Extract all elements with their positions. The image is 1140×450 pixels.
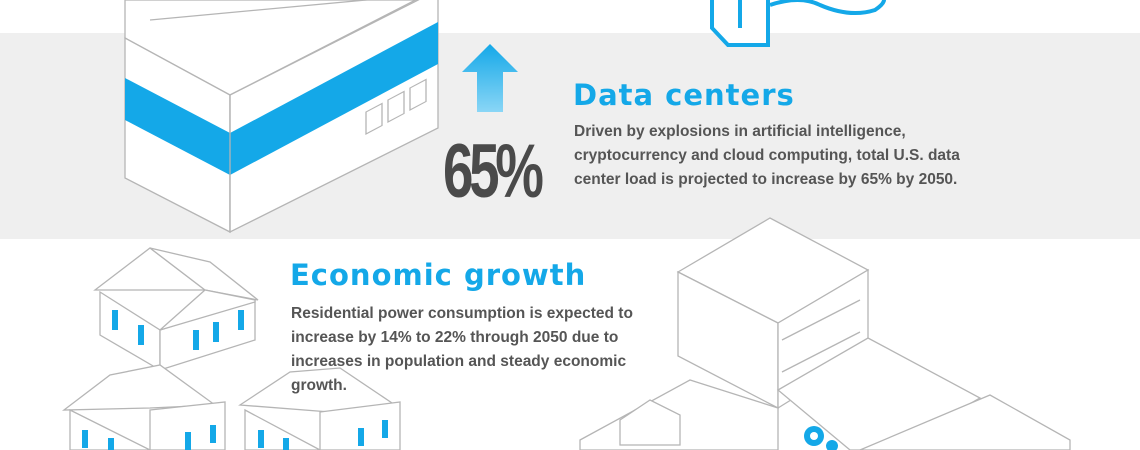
data-centers-stat: 65% bbox=[443, 129, 544, 214]
house-illustration-left bbox=[62, 364, 226, 450]
house-illustration-right bbox=[238, 367, 401, 450]
data-center-building-illustration bbox=[124, 0, 439, 234]
economic-growth-title: Economic growth bbox=[290, 258, 587, 292]
house-windows bbox=[82, 310, 388, 450]
server-connector-illustration bbox=[710, 0, 886, 47]
house-illustration-top bbox=[93, 247, 259, 372]
up-arrow-icon bbox=[462, 44, 518, 112]
economic-growth-body: Residential power consumption is expecte… bbox=[291, 305, 633, 394]
data-centers-body: Driven by explosions in artificial intel… bbox=[574, 123, 960, 188]
data-centers-title: Data centers bbox=[573, 78, 795, 112]
industrial-building-illustration bbox=[579, 217, 1071, 450]
